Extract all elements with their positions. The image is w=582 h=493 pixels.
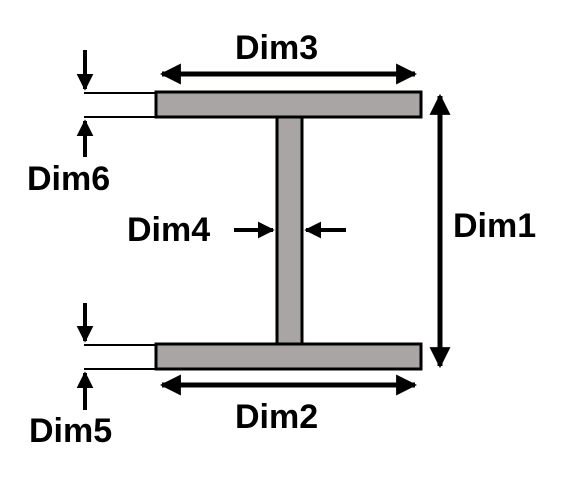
bottom-flange <box>154 342 423 371</box>
dim6-label: Dim6 <box>27 160 111 198</box>
dim1-label: Dim1 <box>453 207 537 245</box>
i-beam-section <box>154 90 423 371</box>
top-flange <box>154 90 423 119</box>
dim6-indicator <box>76 50 156 157</box>
dim4-label: Dim4 <box>127 211 211 249</box>
dim5-indicator <box>76 303 156 410</box>
dim2-label: Dim2 <box>235 398 319 436</box>
dim3-label: Dim3 <box>235 29 319 67</box>
dim5-label: Dim5 <box>29 412 113 450</box>
web <box>275 115 304 346</box>
